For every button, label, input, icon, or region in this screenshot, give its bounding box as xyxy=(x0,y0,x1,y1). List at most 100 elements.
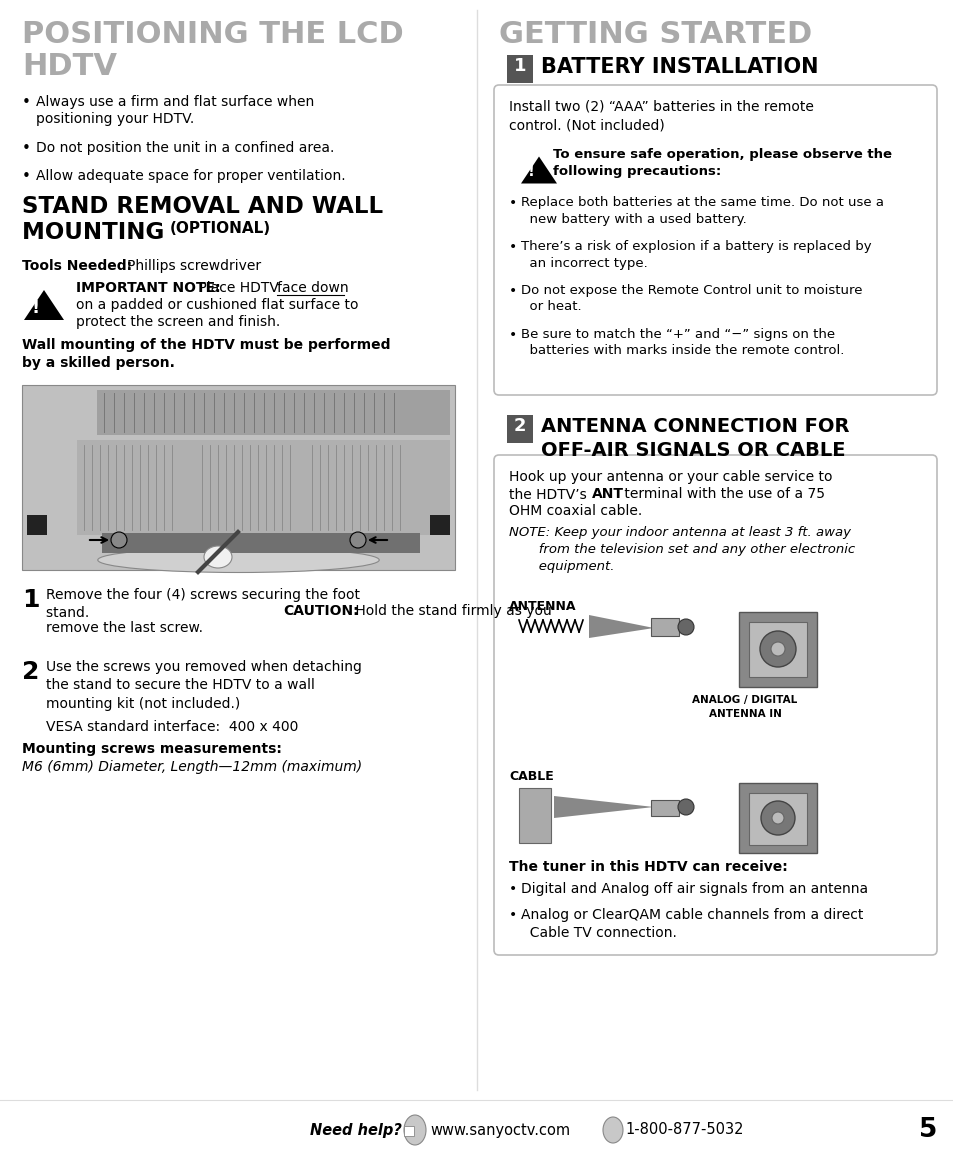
Text: !: ! xyxy=(31,299,40,318)
Text: •: • xyxy=(509,196,517,210)
Text: 2: 2 xyxy=(514,417,526,435)
Text: Always use a firm and flat surface when
positioning your HDTV.: Always use a firm and flat surface when … xyxy=(36,95,314,126)
Text: terminal with the use of a 75: terminal with the use of a 75 xyxy=(619,487,824,501)
Text: MOUNTING: MOUNTING xyxy=(22,221,172,245)
Bar xyxy=(27,515,47,535)
Bar xyxy=(102,533,419,553)
Text: Do not expose the Remote Control unit to moisture
  or heat.: Do not expose the Remote Control unit to… xyxy=(520,284,862,313)
Text: •: • xyxy=(22,141,30,156)
Text: Phillips screwdriver: Phillips screwdriver xyxy=(127,258,261,274)
Text: ANTENNA: ANTENNA xyxy=(509,600,576,613)
Circle shape xyxy=(760,801,794,834)
Text: STAND REMOVAL AND WALL: STAND REMOVAL AND WALL xyxy=(22,195,383,218)
Text: www.sanyoctv.com: www.sanyoctv.com xyxy=(430,1123,570,1137)
Text: Do not position the unit in a confined area.: Do not position the unit in a confined a… xyxy=(36,141,334,155)
Bar xyxy=(0,1100,953,1159)
Bar xyxy=(506,54,533,83)
Text: Allow adequate space for proper ventilation.: Allow adequate space for proper ventilat… xyxy=(36,169,345,183)
Circle shape xyxy=(771,812,783,824)
Text: The tuner in this HDTV can receive:: The tuner in this HDTV can receive: xyxy=(509,860,787,874)
Text: Digital and Analog off air signals from an antenna: Digital and Analog off air signals from … xyxy=(520,882,867,896)
Text: Need help?: Need help? xyxy=(310,1123,401,1137)
Text: To ensure safe operation, please observe the
following precautions:: To ensure safe operation, please observe… xyxy=(553,148,891,178)
Text: Mounting screws measurements:: Mounting screws measurements: xyxy=(22,742,281,756)
Text: remove the last screw.: remove the last screw. xyxy=(46,621,203,635)
Text: CABLE: CABLE xyxy=(509,770,553,783)
Bar xyxy=(77,440,450,535)
Text: face down: face down xyxy=(276,280,348,296)
Polygon shape xyxy=(520,156,557,183)
Text: Remove the four (4) screws securing the foot
stand.: Remove the four (4) screws securing the … xyxy=(46,588,359,620)
Bar xyxy=(403,1127,414,1136)
Text: on a padded or cushioned flat surface to: on a padded or cushioned flat surface to xyxy=(76,298,358,312)
Bar xyxy=(739,783,816,853)
Ellipse shape xyxy=(204,546,232,568)
Bar xyxy=(739,612,816,687)
Polygon shape xyxy=(554,796,654,818)
Text: •: • xyxy=(509,240,517,254)
Text: BATTERY INSTALLATION: BATTERY INSTALLATION xyxy=(540,57,818,76)
Text: HDTV: HDTV xyxy=(22,52,117,81)
Text: Be sure to match the “+” and “−” signs on the
  batteries with marks inside the : Be sure to match the “+” and “−” signs o… xyxy=(520,328,843,357)
Bar xyxy=(650,800,679,816)
Text: 1-800-877-5032: 1-800-877-5032 xyxy=(624,1123,742,1137)
Text: M6 (6mm) Diameter, Length—12mm (maximum): M6 (6mm) Diameter, Length—12mm (maximum) xyxy=(22,760,362,774)
Text: 5: 5 xyxy=(918,1117,936,1143)
Text: ANTENNA IN: ANTENNA IN xyxy=(708,709,781,719)
Text: NOTE: Keep your indoor antenna at least 3 ft. away
       from the television se: NOTE: Keep your indoor antenna at least … xyxy=(509,526,854,573)
Text: •: • xyxy=(509,907,517,923)
Text: ANALOG / DIGITAL: ANALOG / DIGITAL xyxy=(692,695,797,705)
Text: (OPTIONAL): (OPTIONAL) xyxy=(170,221,271,236)
Text: CAUTION:: CAUTION: xyxy=(283,604,358,618)
Text: Wall mounting of the HDTV must be performed
by a skilled person.: Wall mounting of the HDTV must be perfor… xyxy=(22,338,390,371)
Circle shape xyxy=(111,532,127,548)
Text: GETTING STARTED: GETTING STARTED xyxy=(498,20,811,49)
Text: OFF-AIR SIGNALS OR CABLE: OFF-AIR SIGNALS OR CABLE xyxy=(540,442,844,460)
Text: ANT: ANT xyxy=(592,487,623,501)
Text: POSITIONING THE LCD: POSITIONING THE LCD xyxy=(22,20,403,49)
Text: Replace both batteries at the same time. Do not use a
  new battery with a used : Replace both batteries at the same time.… xyxy=(520,196,883,226)
Ellipse shape xyxy=(602,1117,622,1143)
Bar xyxy=(22,385,455,570)
Ellipse shape xyxy=(403,1115,426,1145)
Text: •: • xyxy=(509,882,517,896)
Bar xyxy=(97,389,450,435)
Circle shape xyxy=(760,630,795,666)
Bar xyxy=(518,788,551,843)
Text: 1: 1 xyxy=(514,57,526,75)
Text: 1: 1 xyxy=(22,588,39,612)
Bar xyxy=(430,515,450,535)
Bar xyxy=(748,793,806,845)
Text: 2: 2 xyxy=(22,659,39,684)
Text: OHM coaxial cable.: OHM coaxial cable. xyxy=(509,504,641,518)
Text: There’s a risk of explosion if a battery is replaced by
  an incorrect type.: There’s a risk of explosion if a battery… xyxy=(520,240,871,270)
Circle shape xyxy=(770,642,784,656)
Ellipse shape xyxy=(97,547,379,573)
Bar xyxy=(748,622,806,677)
Polygon shape xyxy=(588,615,654,637)
Bar xyxy=(506,415,533,443)
Text: !: ! xyxy=(527,165,534,178)
Text: •: • xyxy=(22,169,30,184)
Text: •: • xyxy=(22,95,30,110)
Text: ANTENNA CONNECTION FOR: ANTENNA CONNECTION FOR xyxy=(540,417,848,436)
Circle shape xyxy=(350,532,366,548)
Polygon shape xyxy=(24,290,64,320)
Bar xyxy=(650,618,679,636)
Text: Tools Needed:: Tools Needed: xyxy=(22,258,137,274)
Text: •: • xyxy=(509,328,517,342)
Circle shape xyxy=(678,799,693,815)
Text: Install two (2) “AAA” batteries in the remote
control. (Not included): Install two (2) “AAA” batteries in the r… xyxy=(509,100,813,132)
Text: VESA standard interface:  400 x 400: VESA standard interface: 400 x 400 xyxy=(46,720,298,734)
Text: Hold the stand firmly as you: Hold the stand firmly as you xyxy=(351,604,551,618)
FancyBboxPatch shape xyxy=(494,455,936,955)
FancyBboxPatch shape xyxy=(494,85,936,395)
Text: IMPORTANT NOTE:: IMPORTANT NOTE: xyxy=(76,280,220,296)
Text: •: • xyxy=(509,284,517,298)
Text: Analog or ClearQAM cable channels from a direct
  Cable TV connection.: Analog or ClearQAM cable channels from a… xyxy=(520,907,862,940)
Text: Use the screws you removed when detaching
the stand to secure the HDTV to a wall: Use the screws you removed when detachin… xyxy=(46,659,361,710)
Text: protect the screen and finish.: protect the screen and finish. xyxy=(76,315,280,329)
Circle shape xyxy=(678,619,693,635)
Text: Hook up your antenna or your cable service to
the HDTV’s: Hook up your antenna or your cable servi… xyxy=(509,471,832,502)
Text: Place HDTV: Place HDTV xyxy=(193,280,283,296)
